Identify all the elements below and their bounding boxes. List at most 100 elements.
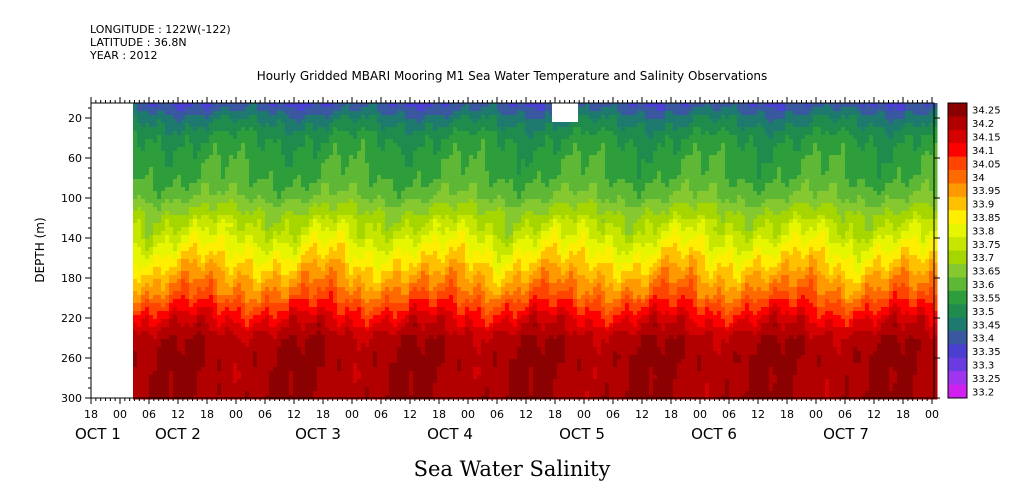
heatmap-cell — [145, 291, 150, 296]
heatmap-cell — [309, 199, 314, 204]
heatmap-cell — [297, 143, 302, 148]
heatmap-cell — [245, 127, 250, 132]
heatmap-cell — [313, 319, 318, 324]
heatmap-cell — [209, 323, 214, 328]
heatmap-cell — [373, 359, 378, 364]
heatmap-cell — [133, 227, 138, 232]
heatmap-cell — [333, 175, 338, 180]
heatmap-cell — [265, 319, 270, 324]
heatmap-cell — [137, 179, 142, 184]
heatmap-cell — [221, 347, 226, 352]
heatmap-cell — [177, 259, 182, 264]
heatmap-cell — [377, 255, 382, 260]
heatmap-cell — [145, 347, 150, 352]
heatmap-cell — [217, 195, 222, 200]
heatmap-cell — [373, 163, 378, 168]
heatmap-cell — [197, 119, 202, 124]
heatmap-cell — [297, 243, 302, 248]
heatmap-cell — [397, 379, 402, 384]
heatmap-cell — [313, 127, 318, 132]
heatmap-cell — [333, 311, 338, 316]
heatmap-cell — [341, 395, 346, 400]
heatmap-cell — [245, 319, 250, 324]
heatmap-cell — [189, 307, 194, 312]
heatmap-cell — [133, 291, 138, 296]
heatmap-cell — [365, 379, 370, 384]
heatmap-cell — [361, 163, 366, 168]
heatmap-cell — [249, 227, 254, 232]
heatmap-cell — [237, 187, 242, 192]
heatmap-cell — [285, 263, 290, 268]
heatmap-cell — [197, 179, 202, 184]
heatmap-cell — [369, 279, 374, 284]
heatmap-cell — [145, 167, 150, 172]
heatmap-cell — [137, 251, 142, 256]
heatmap-cell — [265, 123, 270, 128]
heatmap-cell — [369, 183, 374, 188]
heatmap-cell — [205, 199, 210, 204]
heatmap-cell — [341, 355, 346, 360]
heatmap-cell — [325, 175, 330, 180]
heatmap-cell — [293, 307, 298, 312]
heatmap-cell — [181, 187, 186, 192]
heatmap-cell — [325, 207, 330, 212]
heatmap-cell — [169, 343, 174, 348]
heatmap-cell — [133, 339, 138, 344]
heatmap-cell — [257, 371, 262, 376]
heatmap-cell — [265, 207, 270, 212]
heatmap-cell — [277, 343, 282, 348]
heatmap-cell — [309, 375, 314, 380]
heatmap-cell — [297, 199, 302, 204]
heatmap-cell — [225, 327, 230, 332]
heatmap-cell — [277, 171, 282, 176]
heatmap-cell — [133, 331, 138, 336]
heatmap-cell — [301, 167, 306, 172]
heatmap-cell — [185, 123, 190, 128]
heatmap-cell — [285, 299, 290, 304]
heatmap-cell — [261, 171, 266, 176]
heatmap-cell — [393, 211, 398, 216]
heatmap-cell — [397, 235, 402, 240]
heatmap-cell — [345, 379, 350, 384]
heatmap-cell — [321, 103, 326, 108]
heatmap-cell — [385, 227, 390, 232]
heatmap-cell — [377, 243, 382, 248]
heatmap-cell — [189, 207, 194, 212]
heatmap-cell — [257, 323, 262, 328]
heatmap-cell — [261, 195, 266, 200]
heatmap-cell — [229, 231, 234, 236]
heatmap-cell — [313, 263, 318, 268]
heatmap-cell — [153, 283, 158, 288]
heatmap-cell — [133, 267, 138, 272]
heatmap-cell — [141, 255, 146, 260]
heatmap-cell — [281, 195, 286, 200]
heatmap-cell — [373, 175, 378, 180]
heatmap-cell — [381, 299, 386, 304]
heatmap-cell — [353, 283, 358, 288]
heatmap-cell — [289, 111, 294, 116]
heatmap-cell — [261, 327, 266, 332]
heatmap-cell — [273, 223, 278, 228]
heatmap-cell — [329, 195, 334, 200]
heatmap-cell — [393, 131, 398, 136]
heatmap-cell — [173, 331, 178, 336]
heatmap-cell — [281, 299, 286, 304]
heatmap-cell — [233, 375, 238, 380]
heatmap-cell — [193, 199, 198, 204]
heatmap-cell — [369, 291, 374, 296]
heatmap-cell — [161, 195, 166, 200]
heatmap-cell — [349, 379, 354, 384]
heatmap-cell — [321, 239, 326, 244]
heatmap-cell — [369, 315, 374, 320]
heatmap-cell — [361, 147, 366, 152]
heatmap-cell — [365, 271, 370, 276]
heatmap-cell — [381, 203, 386, 208]
heatmap-cell — [393, 275, 398, 280]
heatmap-cell — [217, 143, 222, 148]
heatmap-cell — [145, 255, 150, 260]
heatmap-cell — [169, 123, 174, 128]
heatmap-cell — [133, 211, 138, 216]
heatmap-cell — [237, 279, 242, 284]
heatmap-cell — [317, 119, 322, 124]
heatmap-cell — [157, 331, 162, 336]
